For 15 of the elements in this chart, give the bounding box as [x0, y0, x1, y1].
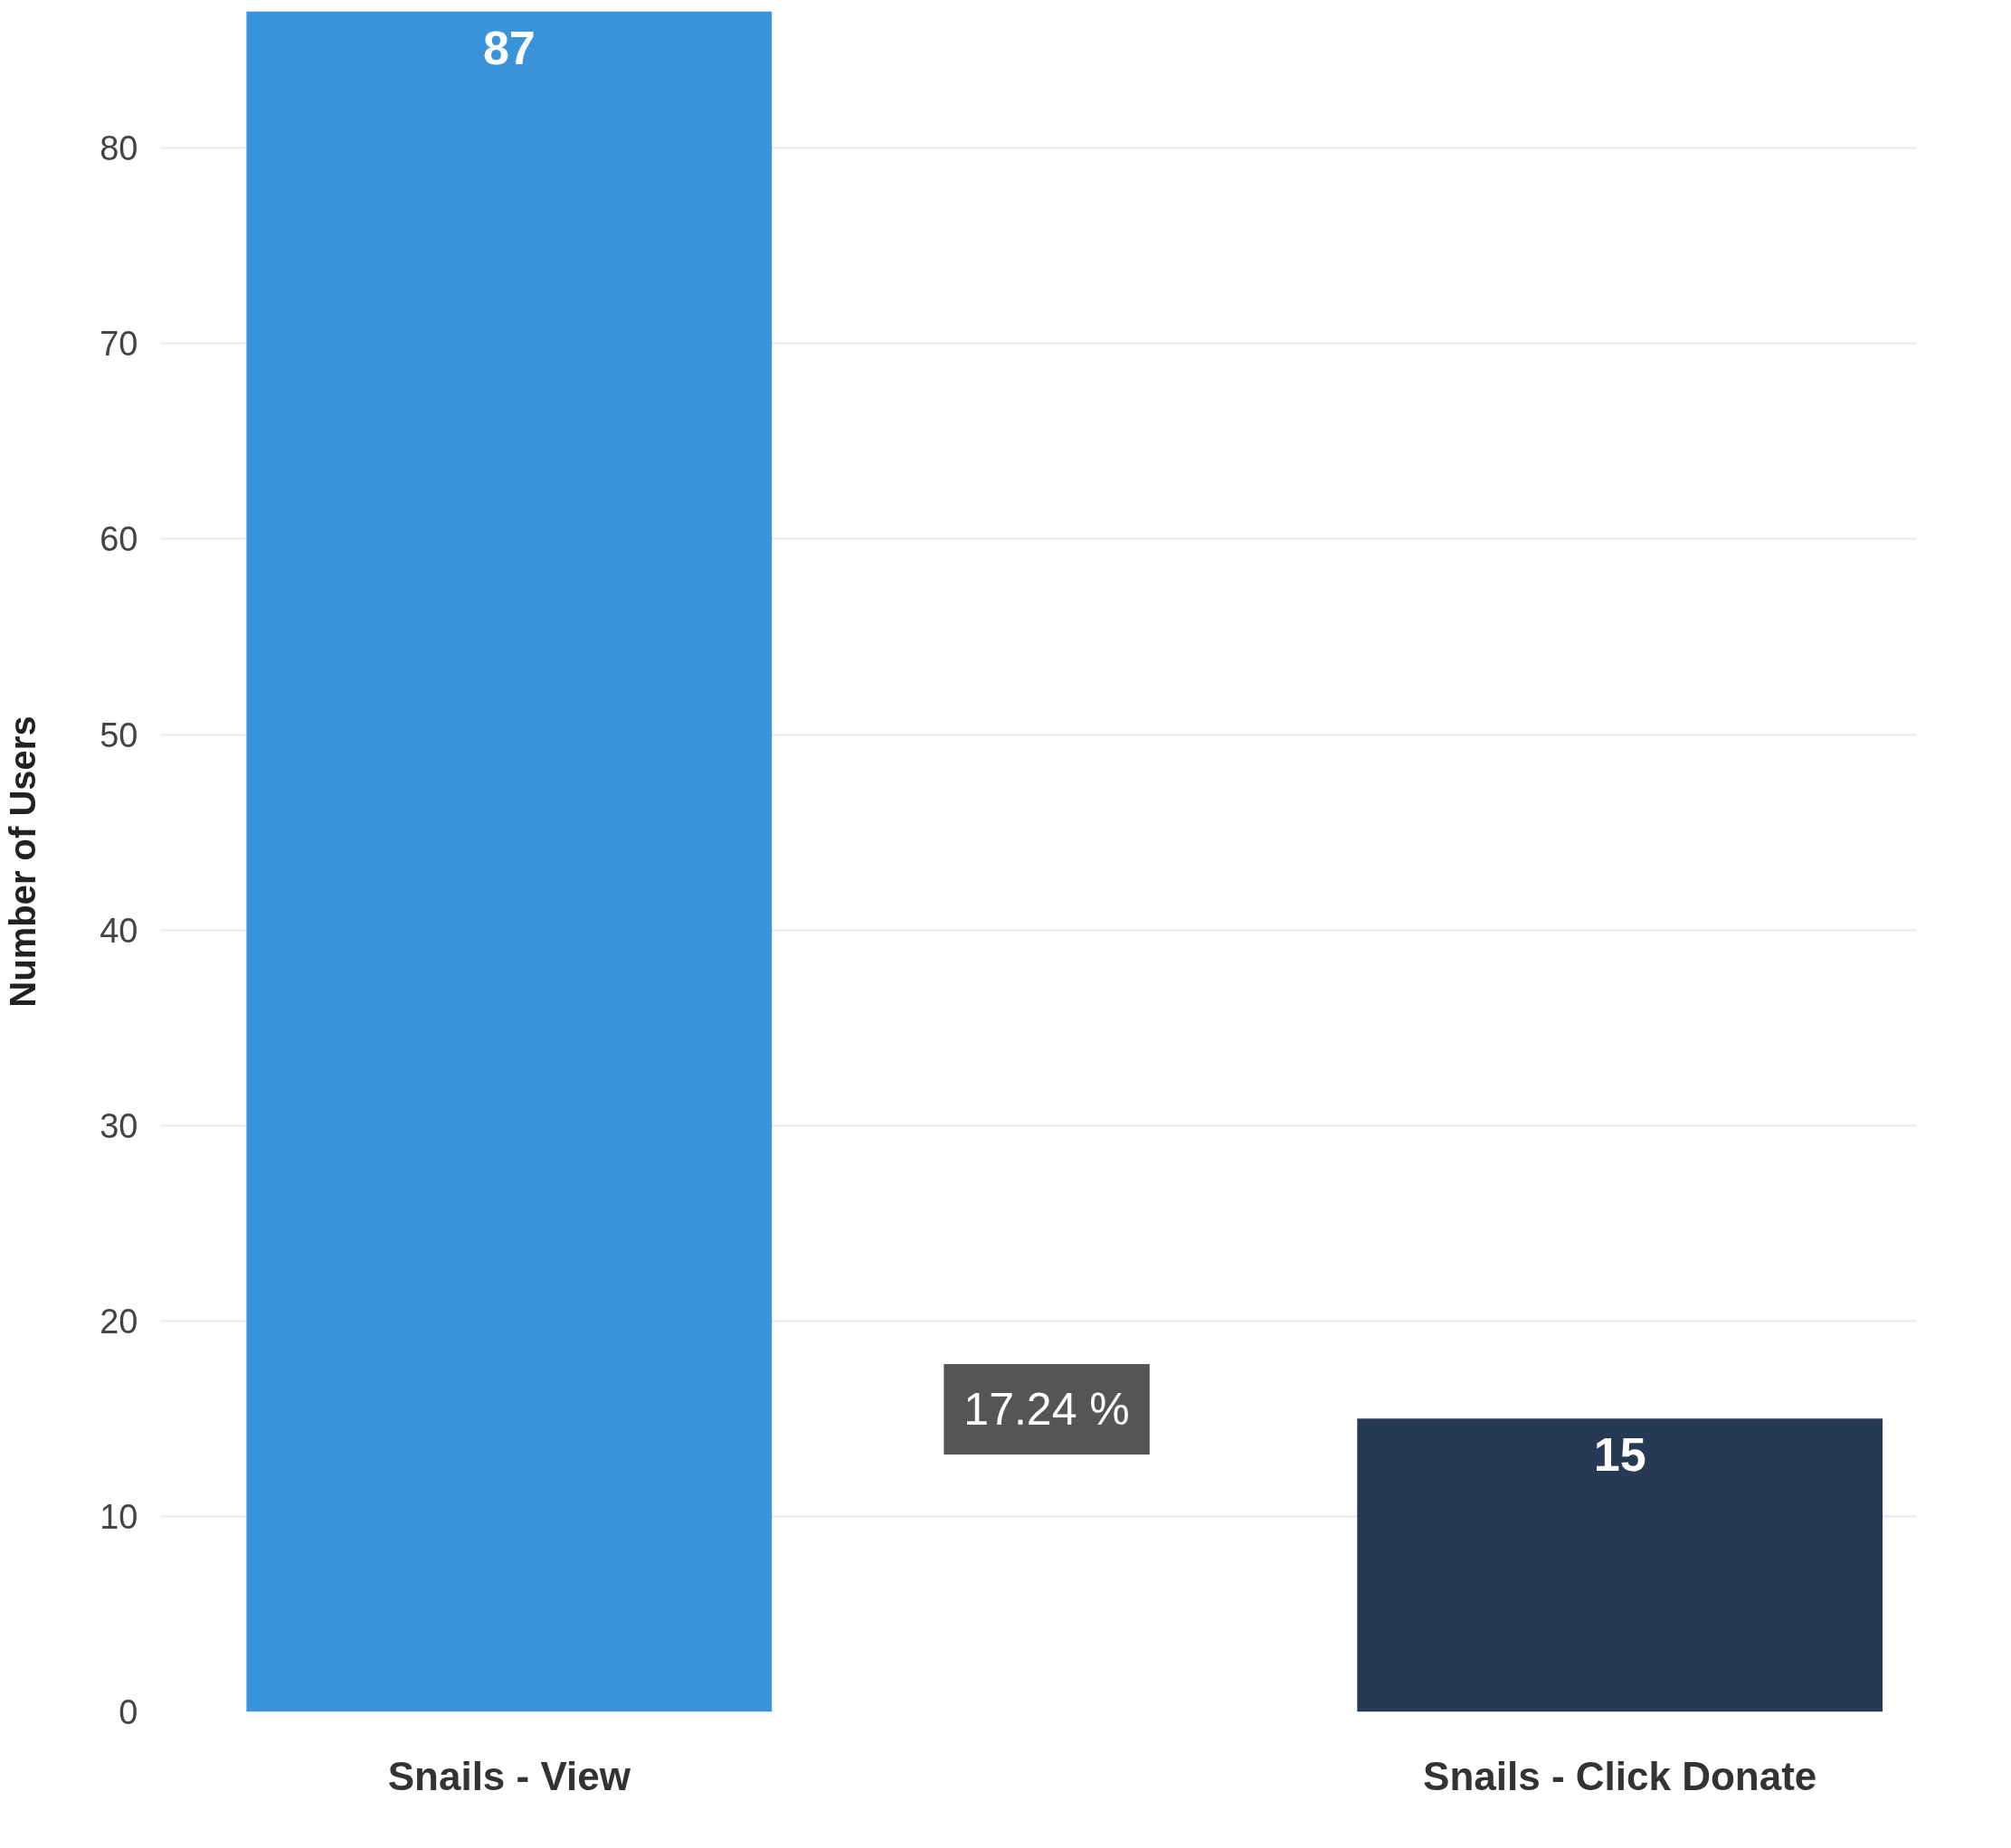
annotation: 17.24 % [963, 1384, 1130, 1436]
y-axis-title: Number of Users [3, 716, 43, 1008]
y-tick-label: 50 [100, 716, 138, 754]
data-label: 15 [1593, 1428, 1646, 1482]
y-tick-label: 0 [119, 1693, 138, 1731]
x-tick-label: Snails - Click Donate [1423, 1753, 1817, 1798]
data-label: 87 [482, 21, 536, 74]
y-tick-label: 40 [100, 911, 138, 950]
x-tick-label: Snails - View [387, 1753, 631, 1798]
y-tick-label: 70 [100, 325, 138, 364]
y-tick-label: 80 [100, 129, 138, 168]
y-tick-label: 20 [100, 1302, 138, 1341]
y-tick-label: 10 [100, 1497, 138, 1536]
y-tick-label: 60 [100, 520, 138, 559]
y-tick-label: 30 [100, 1106, 138, 1145]
